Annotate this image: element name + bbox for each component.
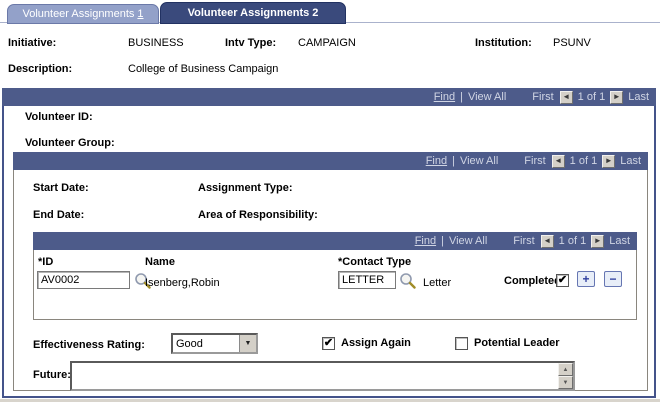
delete-row-button[interactable]: − [604, 271, 622, 287]
row-position: 1 of 1 [558, 235, 587, 247]
potential-leader-checkbox[interactable]: ✔ [455, 337, 468, 350]
first-label: First [513, 235, 535, 247]
volunteer-group-label: Volunteer Group: [25, 137, 115, 149]
institution-label: Institution: [475, 37, 532, 49]
tab-volunteer-assignments-2[interactable]: Volunteer Assignments 2 [160, 2, 346, 24]
intv-type-label: Intv Type: [225, 37, 277, 49]
view-all-link[interactable]: View All [448, 235, 488, 247]
check-icon: ✔ [557, 274, 568, 286]
row-position: 1 of 1 [577, 91, 606, 103]
view-all-link[interactable]: View All [467, 91, 507, 103]
textarea-scrollbar: ▲ ▼ [558, 363, 573, 389]
scroll-down-icon[interactable]: ▼ [558, 376, 573, 389]
institution-value: PSUNV [553, 37, 591, 49]
initiative-label: Initiative: [8, 37, 57, 49]
id-lookup-icon[interactable] [134, 272, 151, 289]
description-value: College of Business Campaign [128, 63, 279, 75]
name-label: Name [145, 256, 175, 268]
tab-accesskey: 1 [137, 8, 144, 20]
tab-label: Volunteer Assignments [22, 8, 135, 20]
effectiveness-rating-value: Good [176, 337, 203, 350]
potential-leader-label: Potential Leader [474, 337, 560, 349]
nav-separator: | [452, 155, 455, 167]
assignment-type-label: Assignment Type: [198, 182, 293, 194]
area-of-responsibility-label: Area of Responsibility: [198, 209, 318, 221]
previous-row-button[interactable]: ◄ [540, 234, 554, 248]
nav-separator: | [460, 91, 463, 103]
contact-type-input[interactable] [338, 271, 396, 289]
id-input[interactable] [37, 271, 130, 289]
completed-checkbox[interactable]: ✔ [556, 274, 569, 287]
left-arrow-icon: ◄ [543, 236, 552, 245]
find-link[interactable]: Find [425, 155, 448, 167]
window-background-strip [0, 399, 660, 402]
right-arrow-icon: ► [604, 156, 613, 165]
left-arrow-icon: ◄ [562, 92, 571, 101]
intv-type-value: CAMPAIGN [298, 37, 356, 49]
view-all-link[interactable]: View All [459, 155, 499, 167]
left-arrow-icon: ◄ [554, 156, 563, 165]
description-label: Description: [8, 63, 73, 75]
name-value: Isenberg,Robin [145, 277, 220, 289]
dropdown-arrow-icon: ▼ [239, 335, 256, 352]
volunteer-id-label: Volunteer ID: [25, 111, 93, 123]
contact-type-label: *Contact Type [338, 256, 412, 268]
next-row-button[interactable]: ► [610, 90, 624, 104]
effectiveness-rating-label: Effectiveness Rating: [33, 339, 145, 351]
last-label: Last [620, 155, 641, 167]
add-row-button[interactable]: + [577, 271, 595, 287]
scroll-bar-level1: Find | View All First ◄ 1 of 1 ► Last [13, 152, 648, 170]
tab-volunteer-assignments-1[interactable]: Volunteer Assignments 1 [7, 4, 159, 24]
previous-row-button[interactable]: ◄ [551, 154, 565, 168]
last-label: Last [628, 91, 649, 103]
assign-again-label: Assign Again [341, 337, 411, 349]
start-date-label: Start Date: [33, 182, 89, 194]
check-icon: ✔ [323, 337, 334, 349]
last-label: Last [609, 235, 630, 247]
find-link[interactable]: Find [433, 91, 456, 103]
end-date-label: End Date: [33, 209, 85, 221]
effectiveness-rating-select[interactable]: Good ▼ [171, 333, 258, 354]
first-label: First [532, 91, 554, 103]
tab-label: Volunteer Assignments 2 [187, 7, 319, 19]
nav-separator: | [441, 235, 444, 247]
previous-row-button[interactable]: ◄ [559, 90, 573, 104]
assign-again-checkbox[interactable]: ✔ [322, 337, 335, 350]
scroll-bar-level2: Find | View All First ◄ 1 of 1 ► Last [33, 232, 637, 250]
initiative-value: BUSINESS [128, 37, 184, 49]
row-position: 1 of 1 [569, 155, 598, 167]
next-row-button[interactable]: ► [602, 154, 616, 168]
contact-type-lookup-icon[interactable] [399, 272, 416, 289]
next-row-button[interactable]: ► [591, 234, 605, 248]
right-arrow-icon: ► [593, 236, 602, 245]
find-link[interactable]: Find [414, 235, 437, 247]
id-label: *ID [38, 256, 54, 268]
scroll-up-icon[interactable]: ▲ [558, 363, 573, 376]
scroll-bar-level0: Find | View All First ◄ 1 of 1 ► Last [2, 88, 656, 106]
first-label: First [524, 155, 546, 167]
future-label: Future: [33, 369, 71, 381]
contact-type-desc: Letter [423, 277, 452, 289]
completed-label: Completed [504, 275, 561, 287]
right-arrow-icon: ► [612, 92, 621, 101]
future-textarea[interactable]: ▲ ▼ [70, 361, 575, 391]
